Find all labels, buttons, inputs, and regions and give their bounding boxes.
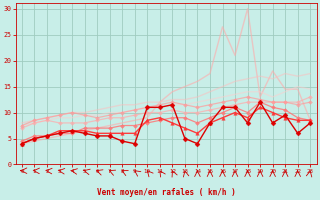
X-axis label: Vent moyen/en rafales ( km/h ): Vent moyen/en rafales ( km/h ) [97,188,236,197]
